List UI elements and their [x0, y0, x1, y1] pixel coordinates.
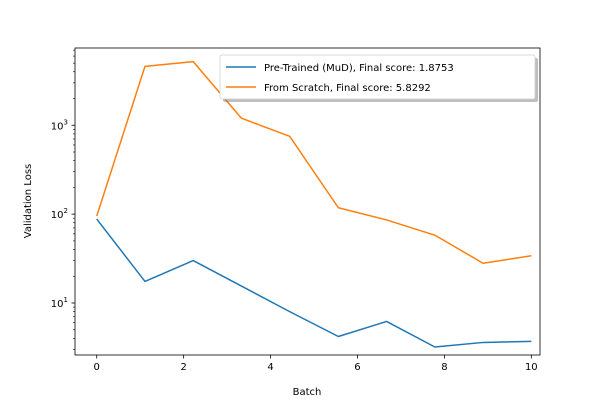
- x-ticks: 0 2 4 6 8 10: [94, 355, 538, 373]
- x-tick-label: 10: [525, 362, 538, 373]
- y-tick-label: 101: [51, 296, 68, 310]
- y-tick-label: 102: [51, 207, 68, 221]
- series-line-0: [96, 218, 532, 348]
- x-tick-label: 4: [267, 362, 273, 373]
- y-axis-label: Validation Loss: [23, 164, 34, 239]
- x-axis-label: Batch: [293, 387, 322, 398]
- legend-label-pretrained: Pre-Trained (MuD), Final score: 1.8753: [264, 63, 454, 74]
- y-ticks: 101 102 103: [51, 49, 75, 350]
- x-tick-label: 2: [180, 362, 186, 373]
- series-layer: [96, 60, 532, 348]
- x-tick-label: 6: [354, 362, 360, 373]
- legend-label-scratch: From Scratch, Final score: 5.8292: [264, 83, 431, 94]
- y-tick-label: 103: [51, 118, 68, 132]
- legend: Pre-Trained (MuD), Final score: 1.8753 F…: [219, 54, 538, 102]
- series-line-1: [96, 60, 532, 265]
- legend-box: [219, 54, 536, 100]
- x-tick-label: 0: [94, 362, 100, 373]
- x-tick-label: 8: [441, 362, 447, 373]
